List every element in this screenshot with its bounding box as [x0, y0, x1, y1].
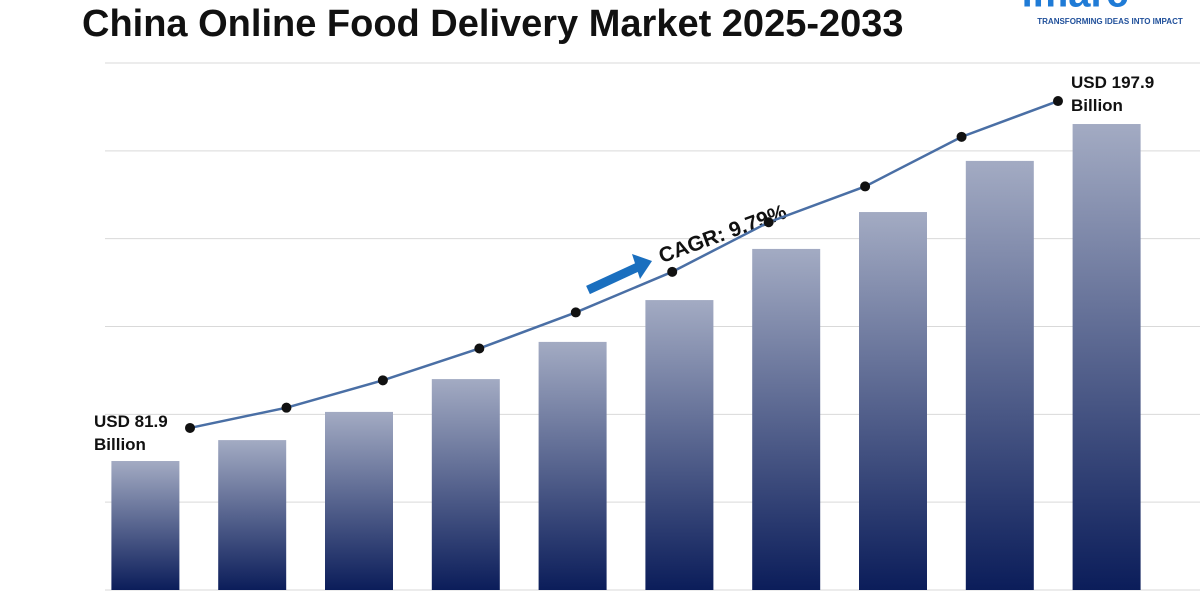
bar	[752, 248, 821, 590]
trend-point	[860, 181, 871, 192]
bar	[111, 461, 180, 590]
trend-line	[189, 99, 1059, 430]
trend-point	[667, 266, 678, 277]
logo-tagline: TRANSFORMING IDEAS INTO IMPACT	[1037, 17, 1183, 26]
bar	[538, 341, 607, 590]
trend-point	[1053, 96, 1063, 107]
cagr-arrowhead	[632, 254, 652, 279]
trend-point	[956, 131, 967, 142]
bar	[431, 379, 500, 590]
bar	[859, 212, 927, 590]
cagr-arrow	[586, 261, 642, 295]
trend-point	[570, 307, 581, 318]
trend-point	[474, 343, 485, 354]
logo: imarc	[1022, 0, 1129, 16]
trend-point	[185, 422, 195, 433]
value-label: USD 197.9 Billion	[1071, 73, 1155, 116]
value-label: USD 81.9 Billion	[94, 411, 168, 454]
bar	[218, 440, 287, 590]
trend-point	[281, 402, 292, 413]
bar	[645, 300, 714, 590]
bar	[325, 411, 393, 590]
trend-point	[763, 217, 774, 228]
chart-title: China Online Food Delivery Market 2025-2…	[82, 3, 904, 45]
bar	[965, 160, 1034, 590]
trend-point	[377, 375, 388, 386]
bar	[1072, 124, 1141, 590]
